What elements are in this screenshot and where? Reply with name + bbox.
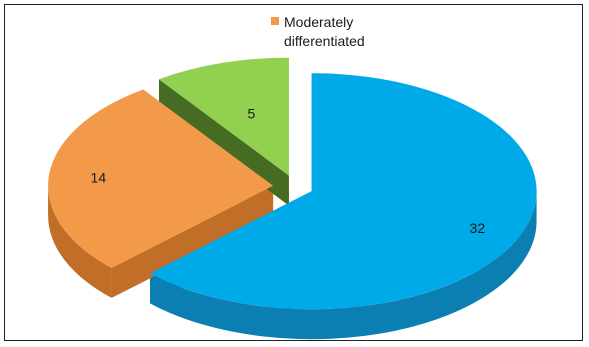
- pie-tops: [48, 57, 537, 310]
- data-label-5: 5: [248, 106, 256, 122]
- slice-14: [48, 89, 274, 268]
- slice-5: [158, 57, 289, 176]
- legend-label-line-1: Moderately: [284, 14, 353, 30]
- chart-frame: 32 14 5 Moderately differentiated: [4, 4, 583, 341]
- slice-32: [150, 73, 537, 310]
- data-label-32: 32: [470, 220, 486, 236]
- slice-edge-14-0: [111, 185, 274, 298]
- legend-swatch-moderately-differentiated: [271, 17, 279, 25]
- legend-label-line-2: differentiated: [284, 33, 365, 49]
- legend: Moderately differentiated: [271, 14, 365, 49]
- slice-side-32: [150, 191, 537, 340]
- data-label-14: 14: [91, 169, 107, 185]
- slice-side-14: [48, 185, 112, 298]
- pie-labels: 32 14 5: [91, 106, 486, 236]
- pie-chart: 32 14 5 Moderately differentiated: [48, 14, 537, 340]
